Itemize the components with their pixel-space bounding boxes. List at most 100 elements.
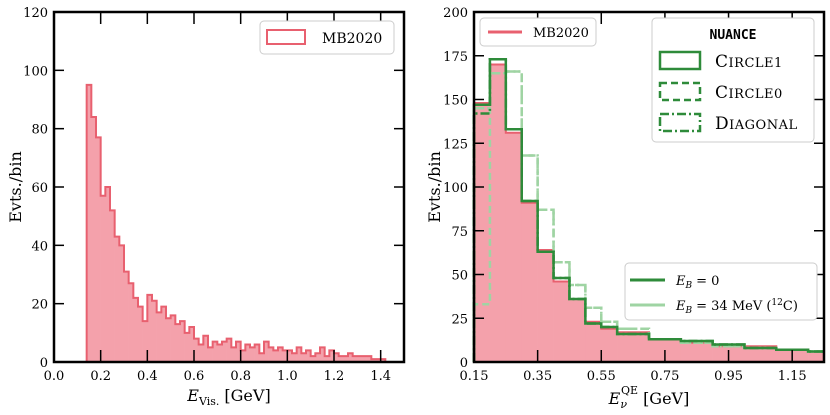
left-bar (278, 347, 283, 362)
left-bar (133, 297, 139, 362)
right-xlabel: EνQE [GeV] (608, 384, 690, 411)
left-bar (128, 283, 134, 362)
right-bar-mb2020 (601, 328, 618, 362)
right-ytick-label: 100 (443, 181, 468, 196)
right-xtick-label: 0.95 (714, 369, 743, 384)
right-step-circle1-eb0 (472, 58, 824, 362)
right-bar-mb2020 (489, 64, 507, 362)
left-bar (198, 344, 204, 362)
legend-label-circle0: CIRCLE0 (715, 83, 783, 103)
left-xtick-label: 0.0 (44, 369, 65, 384)
left-ytick-label: 0 (40, 356, 48, 371)
left-xlabel-main: E (186, 386, 199, 405)
left-bar (352, 356, 358, 362)
right-legend-mb: MB2020 (479, 17, 597, 47)
right-ticks: 0.15 0.35 0.55 0.75 0.95 1.15 0 25 50 75 100 125 150… (443, 6, 824, 384)
right-xlabel-unit: [GeV] (643, 389, 689, 408)
left-bar (324, 356, 330, 362)
left-bar (315, 353, 321, 362)
left-bar (96, 137, 101, 362)
right-ylabel: Evts./bin (425, 151, 444, 223)
right-legend-energy: EB = 0 EB = 34 MeV (12C) (624, 262, 818, 321)
right-ytick-label: 0 (460, 356, 468, 371)
right-xlabel-sub: ν (620, 398, 627, 411)
left-xtick-label: 1.2 (324, 369, 345, 384)
left-bar (306, 350, 311, 362)
legend-swatch-circle0 (658, 81, 702, 102)
legend-swatch-diagonal (658, 112, 702, 133)
left-bar (343, 356, 349, 362)
left-bar (100, 195, 106, 362)
right-bar-mb2020 (569, 299, 586, 362)
left-bar (310, 356, 316, 362)
right-xtick-label: 0.75 (650, 369, 679, 384)
left-ytick-label: 80 (31, 123, 48, 138)
left-bar (240, 350, 246, 362)
left-bar (222, 341, 227, 362)
left-histogram-outline (85, 83, 400, 363)
left-bar (338, 356, 344, 362)
legend-label-eb0: EB = 0 (675, 274, 719, 291)
legend-label-circle1: CIRCLE1 (715, 52, 783, 72)
right-legend-mb-label: MB2020 (533, 26, 589, 41)
left-xlabel: EVis. [GeV] (186, 386, 270, 408)
right-bar-mb2020 (553, 281, 570, 362)
right-ytick-label: 75 (451, 225, 468, 240)
left-bar (208, 347, 213, 362)
right-ytick-label: 150 (443, 94, 468, 109)
right-ytick-label: 125 (443, 137, 468, 152)
left-bar (175, 324, 181, 362)
left-ytick-label: 60 (31, 181, 48, 196)
left-xlabel-sub: Vis. (198, 395, 219, 408)
right-xtick-label: 1.15 (778, 369, 807, 384)
right-bar-mb2020 (505, 132, 523, 362)
left-bar (147, 294, 153, 362)
right-bar-mb2020 (808, 351, 825, 362)
left-histogram-bars (86, 84, 386, 363)
right-legend-energy-frame (624, 262, 818, 321)
left-bar (142, 321, 148, 362)
left-ytick-label: 100 (23, 64, 48, 79)
right-xtick-label: 0.35 (523, 369, 552, 384)
left-bar (236, 341, 241, 362)
right-bar-mb2020 (680, 342, 713, 362)
left-bar (166, 318, 171, 362)
left-bar (212, 341, 218, 362)
right-xlabel-sup: QE (621, 384, 638, 397)
right-ytick-label: 25 (451, 312, 468, 327)
right-ytick-label: 200 (443, 6, 468, 21)
left-bar (250, 347, 255, 362)
left-bar (152, 300, 157, 362)
left-bar (292, 353, 297, 362)
right-bar-mb2020 (617, 332, 650, 362)
left-bar (226, 338, 232, 362)
left-xtick-label: 1.0 (277, 369, 298, 384)
left-bar (161, 306, 167, 362)
left-legend: MB2020 (259, 20, 395, 55)
left-bar (362, 356, 367, 362)
left-bar (189, 327, 195, 362)
left-ylabel: Evts./bin (6, 151, 25, 223)
left-bar (170, 315, 176, 362)
left-bar (114, 236, 120, 362)
left-bar (380, 359, 386, 362)
right-ytick-label: 175 (443, 50, 468, 65)
left-bar (124, 271, 129, 362)
left-xtick-label: 0.2 (90, 369, 111, 384)
left-ytick-label: 40 (31, 239, 48, 254)
left-bar (264, 341, 269, 362)
left-bar (320, 347, 325, 362)
left-bar (91, 117, 97, 362)
left-xtick-label: 1.4 (370, 369, 391, 384)
left-bar (259, 353, 265, 362)
right-bar-mb2020 (537, 250, 554, 362)
left-ytick-label: 20 (31, 298, 48, 313)
left-xtick-label: 0.4 (137, 369, 158, 384)
left-bar (273, 350, 279, 362)
left-bar (105, 187, 111, 362)
left-bar (334, 353, 339, 362)
right-xlabel-main: E (608, 389, 621, 408)
left-bar (217, 344, 223, 362)
right-step-lines (472, 58, 824, 362)
right-xtick-label: 0.15 (460, 369, 489, 384)
